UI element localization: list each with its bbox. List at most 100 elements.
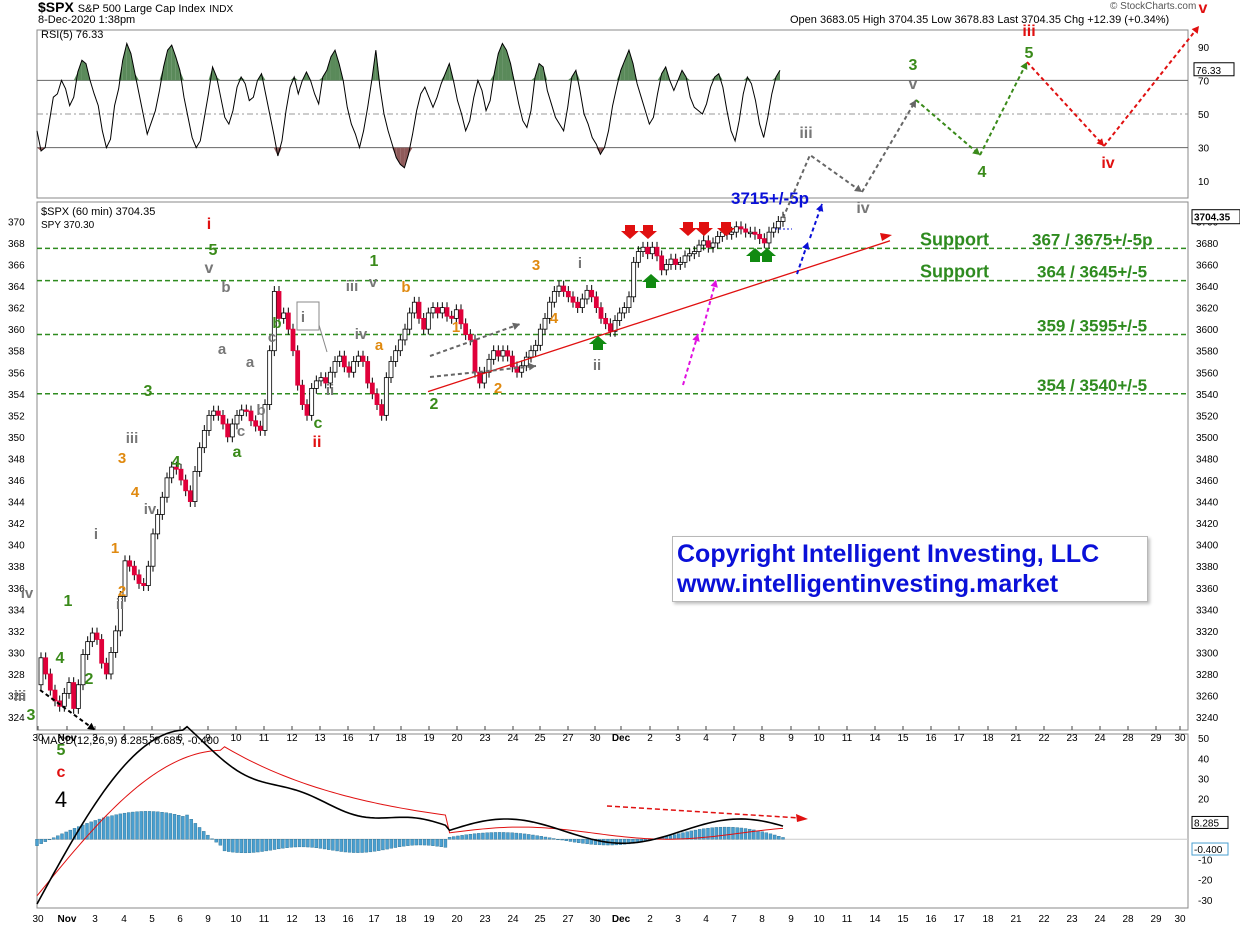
candle-body xyxy=(551,291,557,303)
macd-histogram-bar xyxy=(335,839,339,852)
macd-histogram-bar xyxy=(106,816,110,840)
macd-tick-label: -10 xyxy=(1198,855,1213,866)
macd-histogram-bar xyxy=(581,839,585,844)
candle-body xyxy=(411,301,417,314)
support-value-label: 354 / 3540+/-5 xyxy=(1037,376,1147,395)
candle-body xyxy=(579,298,585,308)
rsi-line xyxy=(36,41,781,169)
macd-tick-label: 50 xyxy=(1198,734,1210,745)
macd-histogram-bar xyxy=(60,833,64,840)
macd-histogram-bar xyxy=(710,827,714,840)
candle-body xyxy=(659,255,665,271)
macd-histogram-bar xyxy=(506,832,510,840)
ohlc-readout: Open 3683.05 High 3704.35 Low 3678.83 La… xyxy=(790,14,1170,26)
macd-histogram-bar xyxy=(101,817,106,840)
macd-histogram-bar xyxy=(760,831,764,840)
rsi-zone-fill xyxy=(620,60,625,81)
price-tick-label-left: 362 xyxy=(8,304,25,315)
price-tick-label-left: 350 xyxy=(8,433,25,444)
candle-body xyxy=(173,466,179,470)
projection-red-2-head xyxy=(1191,26,1199,34)
macd-histogram-bar xyxy=(577,839,581,843)
candle-body xyxy=(453,309,459,319)
price-tick-label-right: 3280 xyxy=(1196,670,1219,681)
down-signal-arrow xyxy=(679,222,697,236)
trend-arrowhead xyxy=(880,233,892,241)
candle-body xyxy=(80,654,86,686)
rsi-zone-fill xyxy=(714,73,719,81)
x-tick-label-price: 17 xyxy=(953,733,965,744)
price-tick-label-left: 334 xyxy=(8,605,25,616)
wave-label: c xyxy=(57,764,66,781)
candle-body xyxy=(71,682,77,709)
price-tick-label-left: 336 xyxy=(8,584,25,595)
candle-body xyxy=(89,632,95,643)
macd-histogram-bar xyxy=(64,831,68,840)
x-tick-label-macd: 24 xyxy=(1094,914,1106,925)
macd-divergence-head xyxy=(796,814,808,822)
rsi-panel: 10 30 50 70 90 RSI(5) 76.33 76.33 xyxy=(36,29,1235,199)
wave-label: iii xyxy=(14,688,27,705)
support-label: Support xyxy=(920,262,989,282)
macd-histogram-bar xyxy=(197,827,202,840)
x-tick-label-price: 24 xyxy=(507,733,519,744)
candle-body xyxy=(234,414,240,425)
macd-histogram-bar xyxy=(272,839,277,850)
candle-body xyxy=(397,339,403,352)
macd-histogram-bar xyxy=(231,839,235,853)
rsi-zone-fill xyxy=(510,63,515,81)
up-signal-arrow xyxy=(758,248,776,262)
rsi-zone-fill xyxy=(575,70,580,81)
candle-body xyxy=(85,641,91,655)
candle-body xyxy=(729,231,735,235)
candle-body xyxy=(225,423,231,438)
macd-histogram-bar xyxy=(302,839,306,848)
macd-histogram-bar xyxy=(452,836,456,840)
rsi-zone-fill xyxy=(77,60,82,81)
wave-label: 2 xyxy=(85,671,94,688)
x-tick-label-price: 4 xyxy=(121,733,127,744)
x-tick-label-macd: 16 xyxy=(925,914,937,925)
macd-histogram-bar xyxy=(268,839,273,851)
rsi-zone-fill xyxy=(318,77,323,81)
macd-histogram-bar xyxy=(556,839,560,841)
candle-body xyxy=(570,296,576,303)
candle-body xyxy=(369,382,375,395)
rsi-zone-fill xyxy=(661,66,666,81)
macd-histogram-bar xyxy=(185,814,189,840)
price-tick-label-right: 3260 xyxy=(1196,692,1219,703)
wave-label: a xyxy=(375,337,384,354)
wave-label: 4 xyxy=(131,484,140,501)
macd-histogram-bar xyxy=(147,811,152,840)
projection-gray-b-head xyxy=(528,362,536,371)
candle-body xyxy=(178,468,184,481)
macd-histogram-bar xyxy=(618,839,623,845)
candle-body xyxy=(589,289,595,298)
macd-histogram-bar xyxy=(93,820,98,840)
macd-histogram-bar xyxy=(522,833,527,840)
price-tick-label-right: 3320 xyxy=(1196,627,1219,638)
candle-body xyxy=(327,371,333,384)
candle-body xyxy=(220,414,226,425)
macd-histogram-bar xyxy=(560,839,564,841)
candle-body xyxy=(654,246,660,257)
macd-histogram-bar xyxy=(781,837,785,840)
candle-body xyxy=(150,533,156,567)
macd-histogram-bar xyxy=(564,839,568,841)
macd-histogram-bar xyxy=(314,839,318,849)
macd-last-box xyxy=(1191,815,1229,829)
price-tick-label-left: 358 xyxy=(8,347,25,358)
rsi-zone-fill xyxy=(539,63,544,81)
candle-body xyxy=(775,220,781,229)
price-tick-label-right: 3440 xyxy=(1196,498,1219,509)
x-tick-label-macd: 10 xyxy=(813,914,825,925)
macd-panel: -30 -20 -10 10 20 30 40 50 MACD(12,26,9) 8.285, … xyxy=(35,725,1229,909)
macd-histogram-bar xyxy=(293,839,298,848)
macd-histogram-bar xyxy=(389,839,393,849)
price-tick-label-left: 370 xyxy=(8,217,25,228)
candle-body xyxy=(696,244,702,252)
projection-gray-1-head xyxy=(854,184,862,192)
candle-body xyxy=(710,242,716,248)
candle-body xyxy=(253,420,259,427)
wave-label: 1 xyxy=(111,540,119,557)
